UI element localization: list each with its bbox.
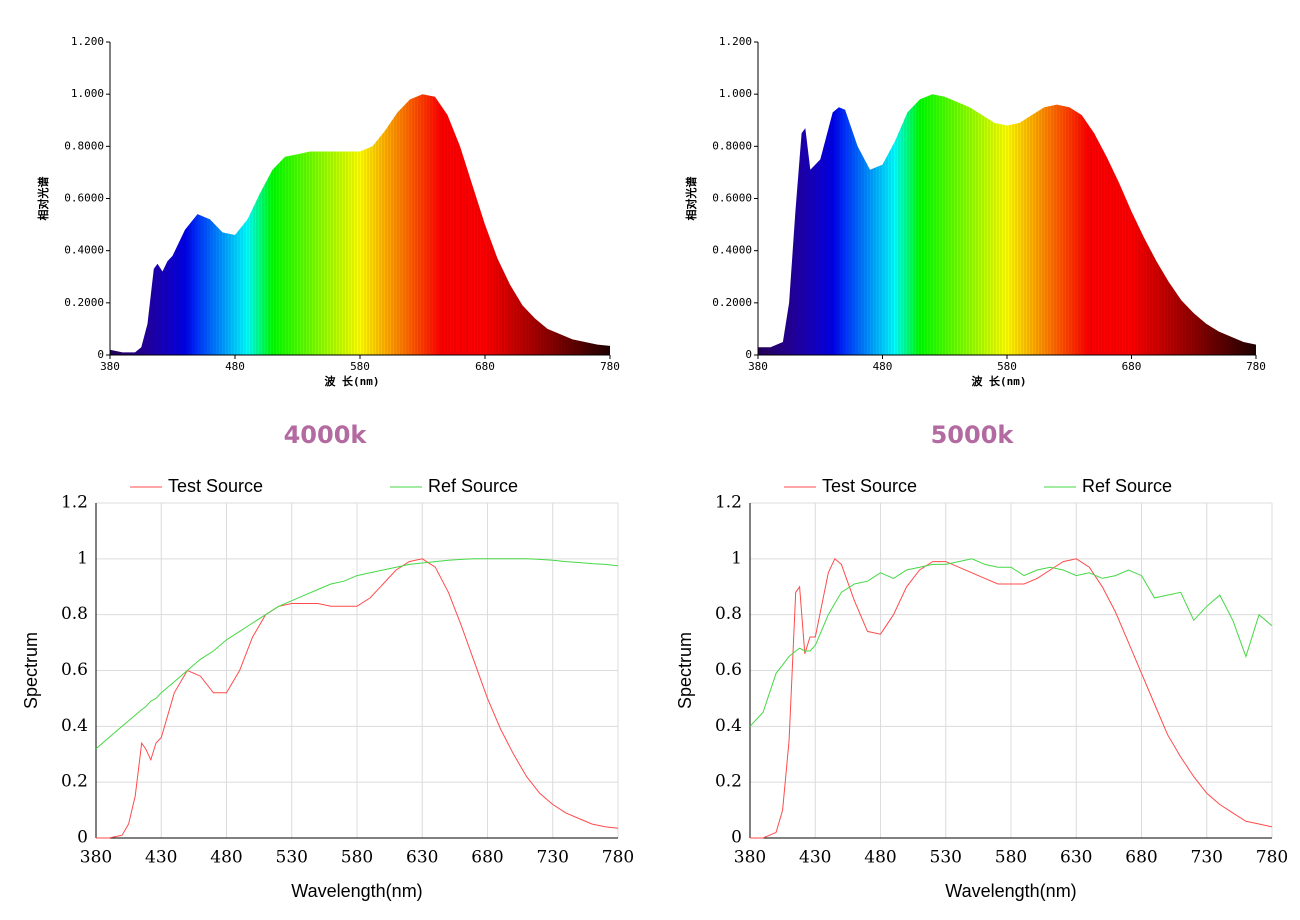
x-axis-label: Wavelength(nm) [945,881,1076,901]
x-tick-label: 580 [341,848,373,868]
y-tick-label: 0.2000 [712,296,752,309]
y-tick-label: 0.4 [61,716,88,736]
x-tick-label: 480 [864,848,896,868]
series-line [749,558,1273,727]
x-tick-label: 530 [276,848,308,868]
x-tick-label: 380 [748,360,768,373]
x-tick-label: 580 [995,848,1027,868]
y-tick-label: 1 [731,548,742,568]
series-line [95,558,619,750]
y-axis-label: 相对光谱 [36,177,50,221]
caption: 5000k [931,421,1015,449]
y-axis-label: Spectrum [675,632,695,709]
x-tick-label: 680 [1122,360,1142,373]
x-tick-label: 780 [600,360,620,373]
y-tick-label: 1.200 [71,35,104,48]
x-tick-label: 730 [1191,848,1223,868]
x-tick-label: 780 [602,848,634,868]
spectrum-area [758,94,1256,355]
y-tick-label: 0.8000 [64,139,104,152]
y-tick-label: 0.6000 [712,192,752,205]
y-tick-label: 0 [97,348,104,361]
x-tick-label: 480 [210,848,242,868]
y-axis-label: Spectrum [21,632,41,709]
chart: 0 0.2000 0.4000 0.6000 0.8000 1.000 1.200 380 48… [684,35,1266,449]
y-tick-label: 1 [77,548,88,568]
y-tick-label: 0.2000 [64,296,104,309]
y-tick-label: 1.200 [719,35,752,48]
x-tick-label: 380 [80,848,112,868]
x-axis-label: 波 长(nm) [324,374,379,388]
chart: 0 0.2 0.4 0.6 0.8 1 1.2 380 430 480 530 580 630 680 73… [21,476,634,901]
y-tick-label: 1.2 [61,493,88,513]
x-tick-label: 730 [537,848,569,868]
y-tick-label: 0.8 [715,604,742,624]
x-tick-label: 680 [475,360,495,373]
x-tick-label: 580 [350,360,370,373]
x-tick-label: 430 [145,848,177,868]
legend-label: Ref Source [1082,476,1172,496]
legend-label: Ref Source [428,476,518,496]
y-tick-label: 0.2 [61,772,88,792]
y-tick-label: 1.2 [715,493,742,513]
x-tick-label: 630 [1060,848,1092,868]
y-tick-label: 0 [731,828,742,848]
x-tick-label: 430 [799,848,831,868]
series-line [750,557,1273,839]
legend-label: Test Source [822,476,917,496]
x-tick-label: 630 [406,848,438,868]
caption: 4000k [284,421,368,449]
legend-label: Test Source [168,476,263,496]
y-tick-label: 0.6 [61,660,88,680]
x-tick-label: 530 [930,848,962,868]
y-tick-label: 0.8 [61,604,88,624]
series-line [96,558,619,839]
y-tick-label: 0 [745,348,752,361]
y-tick-label: 0 [77,828,88,848]
x-tick-label: 580 [997,360,1017,373]
spectrum-area [110,94,610,355]
chart: 0 0.2 0.4 0.6 0.8 1 1.2 380 430 480 530 580 630 680 73… [675,476,1288,901]
x-tick-label: 780 [1256,848,1288,868]
y-tick-label: 0.6 [715,660,742,680]
x-tick-label: 380 [100,360,120,373]
y-tick-label: 0.4000 [64,244,104,257]
y-tick-label: 0.6000 [64,192,104,205]
x-axis-label: Wavelength(nm) [291,881,422,901]
x-tick-label: 680 [1125,848,1157,868]
chart: 0 0.2000 0.4000 0.6000 0.8000 1.000 1.200 380 48… [36,35,620,449]
x-tick-label: 480 [873,360,893,373]
y-axis-label: 相对光谱 [684,177,698,221]
x-tick-label: 380 [734,848,766,868]
y-tick-label: 0.4000 [712,244,752,257]
y-tick-label: 0.4 [715,716,742,736]
x-tick-label: 780 [1246,360,1266,373]
y-tick-label: 1.000 [719,87,752,100]
y-tick-label: 0.8000 [712,139,752,152]
y-tick-label: 0.2 [715,772,742,792]
x-tick-label: 480 [225,360,245,373]
x-axis-label: 波 长(nm) [971,374,1026,388]
x-tick-label: 680 [471,848,503,868]
y-tick-label: 1.000 [71,87,104,100]
